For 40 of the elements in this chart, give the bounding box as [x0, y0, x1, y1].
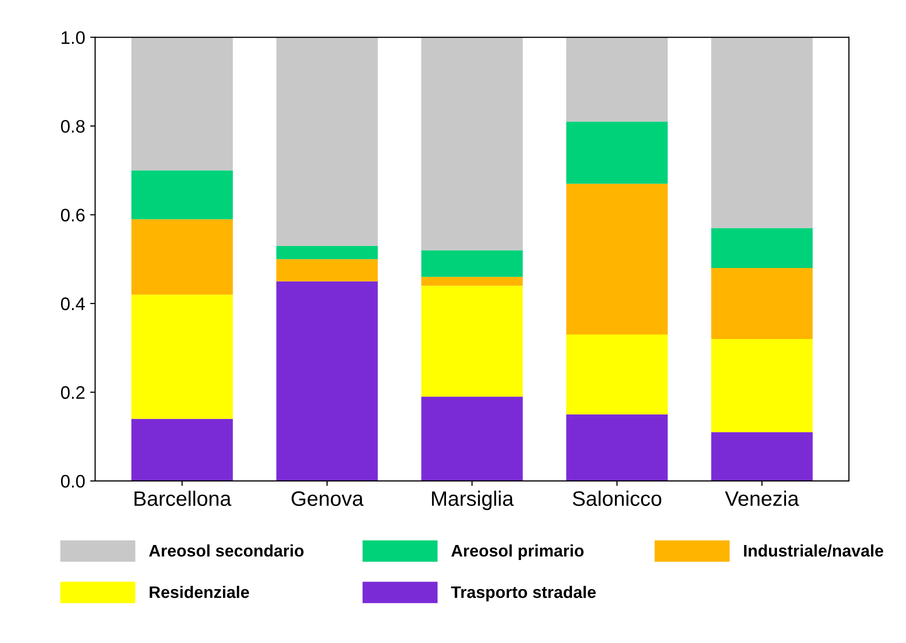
bar — [566, 37, 668, 122]
bar — [421, 276, 523, 286]
bar — [711, 268, 813, 339]
bar — [421, 286, 523, 397]
x-tick-label: Genova — [292, 491, 364, 506]
x-tick-label: Salonicco — [572, 490, 662, 506]
bar — [566, 334, 668, 414]
bar — [566, 122, 668, 184]
bar — [421, 250, 523, 277]
bar — [711, 228, 813, 268]
bar — [131, 170, 233, 220]
legend-label: Industriale/navale — [744, 544, 884, 557]
legend-label: Areosol primario — [451, 544, 584, 560]
x-tick-label: Venezia — [724, 490, 800, 506]
bar — [711, 432, 813, 481]
y-tick-label: 0.8 — [61, 120, 85, 133]
bar — [131, 294, 233, 419]
bar — [421, 37, 523, 250]
bar — [421, 396, 523, 481]
x-tick-label: Barcellona — [134, 490, 232, 506]
bar — [566, 184, 668, 335]
bar — [711, 37, 813, 228]
y-tick-label: 0.6 — [61, 208, 85, 222]
x-tick-label: Marsiglia — [432, 490, 514, 510]
legend-label: Areosol secondario — [149, 544, 304, 557]
bar — [131, 37, 233, 170]
bar — [566, 414, 668, 481]
legend-label: Residenziale — [150, 586, 250, 598]
bar — [276, 37, 378, 246]
bar — [131, 418, 233, 481]
bar — [131, 219, 233, 295]
bar — [276, 246, 378, 260]
bar — [276, 259, 378, 282]
bar — [711, 338, 813, 432]
bar — [276, 281, 378, 481]
y-tick-label: 0.0 — [61, 474, 85, 488]
y-tick-label: 0.4 — [61, 297, 85, 310]
y-tick-label: 1.0 — [62, 31, 85, 44]
legend-label: Trasporto stradale — [451, 586, 596, 602]
y-tick-label: 0.2 — [61, 386, 85, 399]
